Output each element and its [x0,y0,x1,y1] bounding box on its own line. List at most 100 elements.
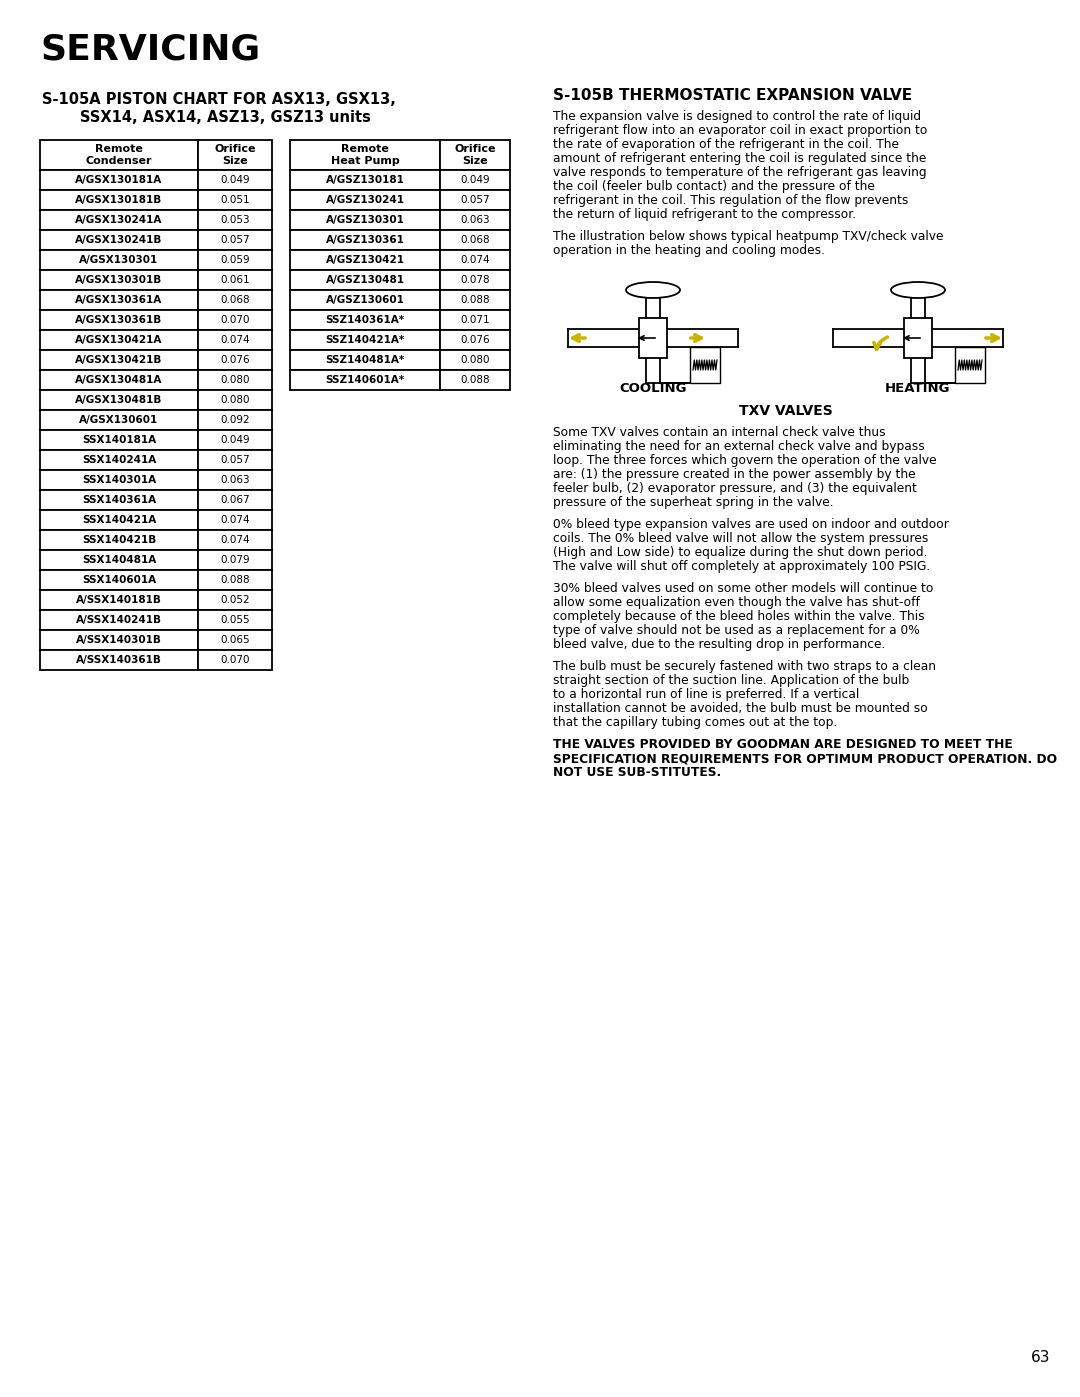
Bar [40,190,198,210]
Text: 0.074: 0.074 [220,535,249,545]
Text: bleed valve, due to the resulting drop in performance.: bleed valve, due to the resulting drop i… [553,638,886,651]
Bar [639,319,667,358]
Text: operation in the heating and cooling modes.: operation in the heating and cooling mod… [553,244,825,257]
Bar [40,510,198,529]
Bar [40,390,198,409]
Text: SSX140481A: SSX140481A [82,555,157,564]
Text: 0.076: 0.076 [220,355,249,365]
Text: pressure of the superheat spring in the valve.: pressure of the superheat spring in the … [553,496,834,509]
Bar [291,170,440,190]
Text: 30% bleed valves used on some other models will continue to: 30% bleed valves used on some other mode… [553,583,933,595]
Bar [198,650,272,671]
Bar [40,650,198,671]
Text: feeler bulb, (2) evaporator pressure, and (3) the equivalent: feeler bulb, (2) evaporator pressure, an… [553,482,917,495]
Text: Remote
Heat Pump: Remote Heat Pump [330,144,400,166]
Bar [40,250,198,270]
Bar [198,430,272,450]
Text: SSX140181A: SSX140181A [82,434,157,446]
Bar [40,450,198,469]
Bar [40,490,198,510]
Bar [291,291,440,310]
Bar [198,291,272,310]
Bar [40,590,198,610]
Bar [40,610,198,630]
Text: SSZ140601A*: SSZ140601A* [325,374,405,386]
Text: HEATING: HEATING [886,381,950,395]
Text: A/GSX130181B: A/GSX130181B [76,196,163,205]
Bar [291,370,440,390]
Bar [40,231,198,250]
Bar [440,330,510,351]
Text: SSZ140361A*: SSZ140361A* [325,314,405,326]
Text: A/GSX130361B: A/GSX130361B [76,314,163,326]
Bar [40,370,198,390]
Text: straight section of the suction line. Application of the bulb: straight section of the suction line. Ap… [553,673,909,687]
Text: SSZ140421A*: SSZ140421A* [325,335,405,345]
Bar [40,430,198,450]
Text: 0.065: 0.065 [220,636,249,645]
Bar [198,370,272,390]
Text: S-105B THERMOSTATIC EXPANSION VALVE: S-105B THERMOSTATIC EXPANSION VALVE [553,88,913,103]
Text: A/SSX140181B: A/SSX140181B [76,595,162,605]
Text: 0.057: 0.057 [220,235,249,244]
Text: 0.057: 0.057 [220,455,249,465]
Bar [40,270,198,291]
Text: 0.074: 0.074 [460,256,490,265]
Text: SPECIFICATION REQUIREMENTS FOR OPTIMUM PRODUCT OPERATION. DO: SPECIFICATION REQUIREMENTS FOR OPTIMUM P… [553,752,1057,766]
Text: SSX140421B: SSX140421B [82,535,157,545]
Text: 0.088: 0.088 [220,576,249,585]
Text: 0.079: 0.079 [220,555,249,564]
Text: A/GSX130481B: A/GSX130481B [76,395,163,405]
Text: coils. The 0% bleed valve will not allow the system pressures: coils. The 0% bleed valve will not allow… [553,532,929,545]
Bar [440,351,510,370]
Text: A/GSX130241A: A/GSX130241A [76,215,163,225]
Bar [955,346,985,383]
Text: A/GSX130181A: A/GSX130181A [76,175,163,184]
Bar [291,270,440,291]
Bar [198,570,272,590]
Bar [198,140,272,170]
Bar [40,570,198,590]
Bar [198,590,272,610]
Ellipse shape [626,282,680,298]
Text: A/GSX130301B: A/GSX130301B [76,275,163,285]
Text: TXV VALVES: TXV VALVES [739,404,833,418]
Bar [198,529,272,550]
Text: SSX14, ASX14, ASZ13, GSZ13 units: SSX14, ASX14, ASZ13, GSZ13 units [80,110,370,124]
Text: (High and Low side) to equalize during the shut down period.: (High and Low side) to equalize during t… [553,546,928,559]
Text: A/GSX130301: A/GSX130301 [79,256,159,265]
Text: the coil (feeler bulb contact) and the pressure of the: the coil (feeler bulb contact) and the p… [553,180,875,193]
Text: 0.088: 0.088 [460,374,490,386]
Text: completely because of the bleed holes within the valve. This: completely because of the bleed holes wi… [553,610,924,623]
Text: 0.080: 0.080 [220,374,249,386]
Bar [440,250,510,270]
Text: A/SSX140361B: A/SSX140361B [76,655,162,665]
Bar [40,291,198,310]
Bar [198,330,272,351]
Text: loop. The three forces which govern the operation of the valve: loop. The three forces which govern the … [553,454,936,467]
Text: The illustration below shows typical heatpump TXV/check valve: The illustration below shows typical hea… [553,231,944,243]
Text: A/GSZ130361: A/GSZ130361 [325,235,404,244]
Text: NOT USE SUB-STITUTES.: NOT USE SUB-STITUTES. [553,766,721,780]
Text: the rate of evaporation of the refrigerant in the coil. The: the rate of evaporation of the refrigera… [553,138,899,151]
Text: The expansion valve is designed to control the rate of liquid: The expansion valve is designed to contr… [553,110,921,123]
Text: COOLING: COOLING [619,381,687,395]
Text: A/GSZ130421: A/GSZ130421 [325,256,405,265]
Text: 0.070: 0.070 [220,314,249,326]
Bar [291,190,440,210]
Text: A/GSZ130481: A/GSZ130481 [325,275,405,285]
Text: 0.061: 0.061 [220,275,249,285]
Bar [40,140,198,170]
Text: A/GSZ130301: A/GSZ130301 [325,215,404,225]
Text: S-105A PISTON CHART FOR ASX13, GSX13,: S-105A PISTON CHART FOR ASX13, GSX13, [42,92,396,108]
Text: SSX140601A: SSX140601A [82,576,157,585]
Bar [291,210,440,231]
Text: A/GSX130241B: A/GSX130241B [76,235,163,244]
Text: A/GSX130421B: A/GSX130421B [76,355,163,365]
Text: 0.067: 0.067 [220,495,249,504]
Bar [291,231,440,250]
Bar [40,310,198,330]
Bar [198,210,272,231]
Bar [198,510,272,529]
Bar [198,610,272,630]
